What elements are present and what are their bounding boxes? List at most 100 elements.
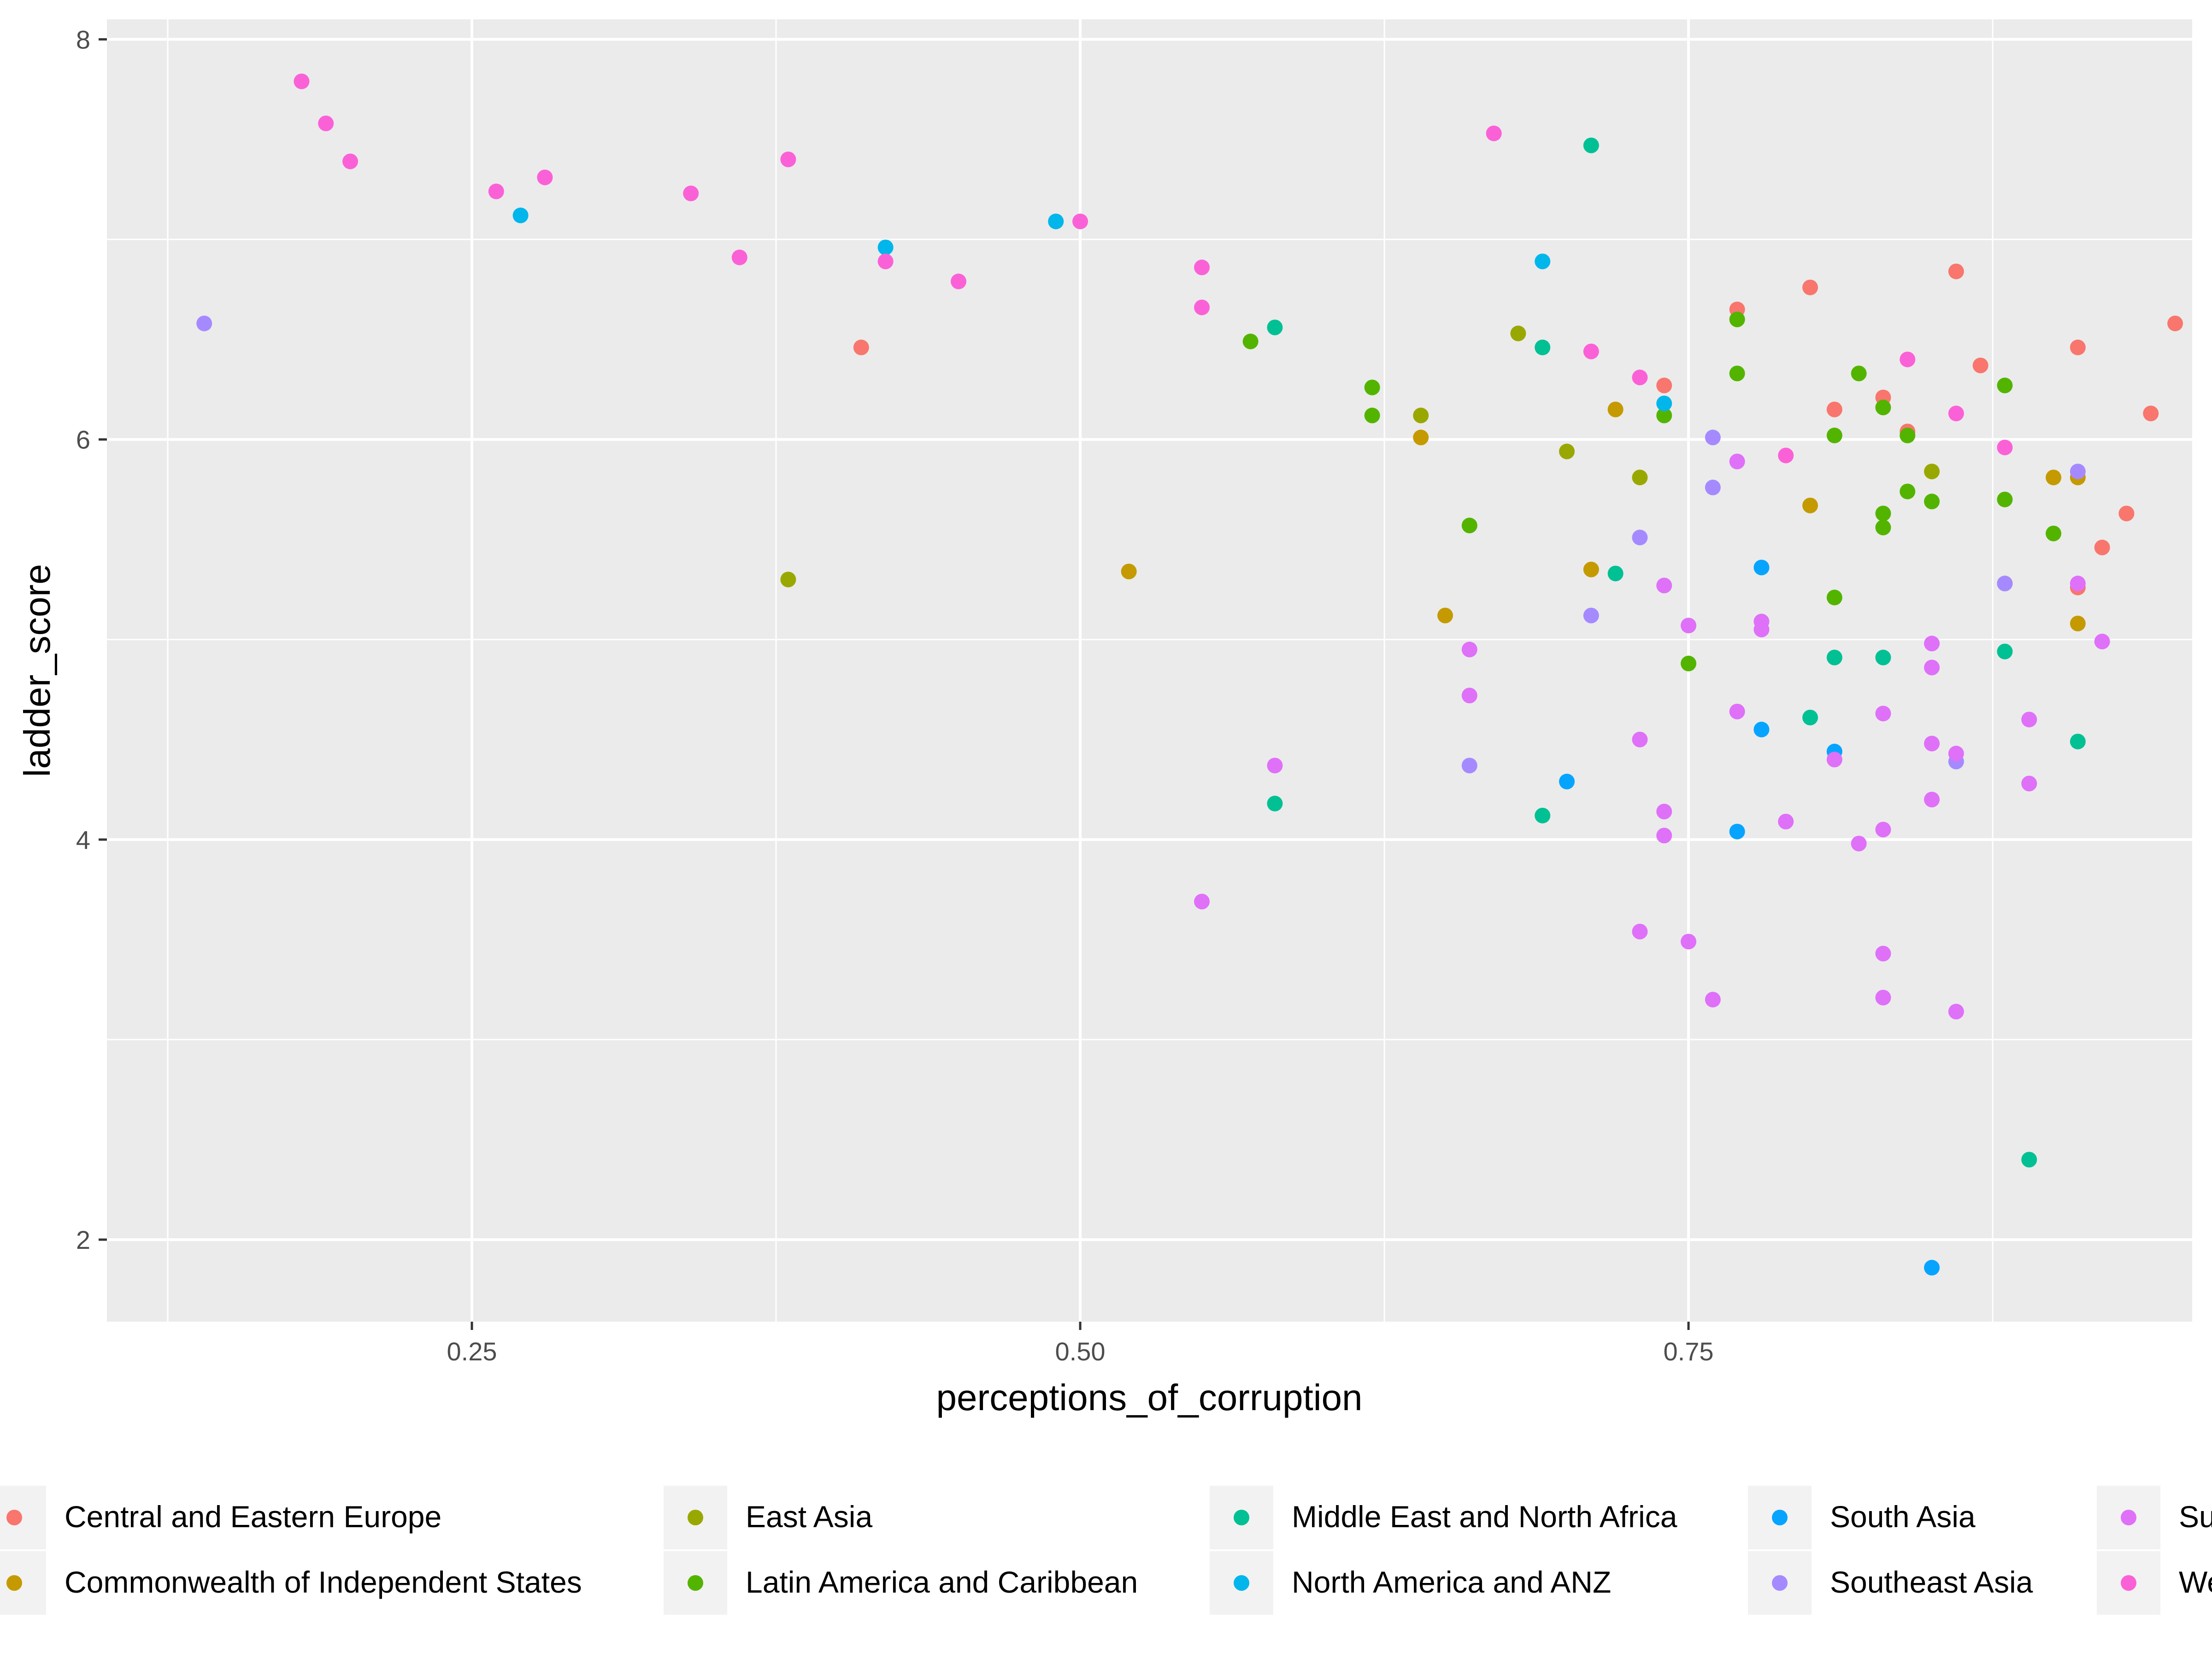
grid-major (107, 19, 2192, 1322)
legend-label: South Asia (1830, 1500, 1976, 1534)
data-point (1802, 710, 1818, 726)
y-axis: 2 4 6 8 (76, 25, 107, 1254)
data-point (2046, 470, 2062, 486)
data-point (2021, 1152, 2037, 1168)
data-point (1875, 989, 1891, 1006)
data-point (1948, 263, 1964, 279)
data-point (1510, 325, 1526, 341)
data-point (1681, 618, 1697, 634)
data-point (1948, 746, 1964, 762)
data-point (1681, 934, 1697, 950)
data-point (1267, 795, 1283, 812)
y-tick-label: 4 (76, 825, 90, 854)
data-point (1826, 649, 1842, 665)
data-point (2046, 525, 2062, 541)
data-point (1875, 706, 1891, 722)
data-point (1875, 519, 1891, 535)
data-point (1851, 835, 1867, 852)
data-point (1656, 377, 1672, 394)
data-point (1656, 577, 1672, 594)
data-point (2021, 712, 2037, 728)
data-point (1364, 407, 1380, 424)
data-point (1194, 259, 1210, 276)
data-point (1632, 924, 1648, 940)
data-point (1875, 946, 1891, 962)
data-point (1681, 655, 1697, 671)
data-point (853, 339, 869, 355)
data-point (1826, 589, 1842, 606)
y-tick-label: 8 (76, 25, 90, 54)
data-point (2070, 464, 2086, 480)
data-point (1997, 576, 2013, 592)
data-point (2070, 615, 2086, 631)
legend-marker (1234, 1575, 1249, 1591)
data-point (1705, 992, 1721, 1008)
data-point (1632, 731, 1648, 747)
data-point (1583, 343, 1599, 359)
legend-marker (688, 1510, 703, 1525)
data-point (1729, 312, 1745, 328)
data-point (1072, 213, 1088, 229)
data-point (1972, 357, 1988, 373)
data-point (1826, 752, 1842, 768)
data-point (1826, 427, 1842, 443)
data-point (951, 273, 967, 289)
data-point (1900, 351, 1916, 367)
data-point (1997, 439, 2013, 455)
data-point (1413, 429, 1429, 446)
data-point (1705, 479, 1721, 495)
legend-label: North America and ANZ (1292, 1565, 1611, 1599)
data-point (1535, 339, 1551, 355)
data-point (1753, 559, 1770, 576)
data-point (1486, 125, 1502, 141)
data-point (1656, 407, 1672, 424)
data-point (1656, 395, 1672, 412)
data-point (1948, 1004, 1964, 1020)
data-point (2094, 540, 2110, 556)
legend-marker (2121, 1575, 2136, 1591)
data-point (1559, 773, 1575, 789)
data-point (1924, 1259, 1940, 1276)
data-point (1583, 137, 1599, 153)
data-point (2094, 634, 2110, 650)
data-point (1924, 464, 1940, 480)
data-point (1048, 213, 1064, 229)
data-point (1194, 894, 1210, 910)
data-point (1705, 429, 1721, 446)
grid-minor (107, 19, 2192, 1322)
data-point (1924, 635, 1940, 652)
data-point (1364, 379, 1380, 395)
data-point (1242, 333, 1259, 349)
data-point (1924, 659, 1940, 676)
data-point (1802, 279, 1818, 295)
data-point (1948, 406, 1964, 422)
data-point (780, 151, 796, 167)
data-point (1997, 491, 2013, 507)
data-point (1851, 365, 1867, 382)
y-tick-label: 6 (76, 425, 90, 454)
data-point (1267, 758, 1283, 774)
data-point (2118, 506, 2135, 522)
data-point (1924, 494, 1940, 510)
legend-marker (1234, 1510, 1249, 1525)
data-point (683, 185, 699, 201)
data-point (731, 249, 747, 265)
y-axis-title: ladder_score (17, 564, 58, 777)
data-point (1607, 401, 1624, 418)
data-point (1729, 703, 1745, 719)
legend-marker (1772, 1510, 1788, 1525)
data-point (1194, 300, 1210, 316)
data-point (1924, 735, 1940, 752)
data-point (1583, 561, 1599, 577)
data-point (488, 183, 504, 200)
legend-label: Central and Eastern Europe (65, 1500, 441, 1534)
data-point (1413, 407, 1429, 424)
plot-panel (107, 19, 2192, 1322)
data-point (318, 115, 334, 131)
legend-marker (6, 1510, 22, 1525)
data-point (1607, 565, 1624, 582)
legend-marker (6, 1575, 22, 1591)
data-point (1121, 564, 1137, 580)
data-point (780, 571, 796, 588)
